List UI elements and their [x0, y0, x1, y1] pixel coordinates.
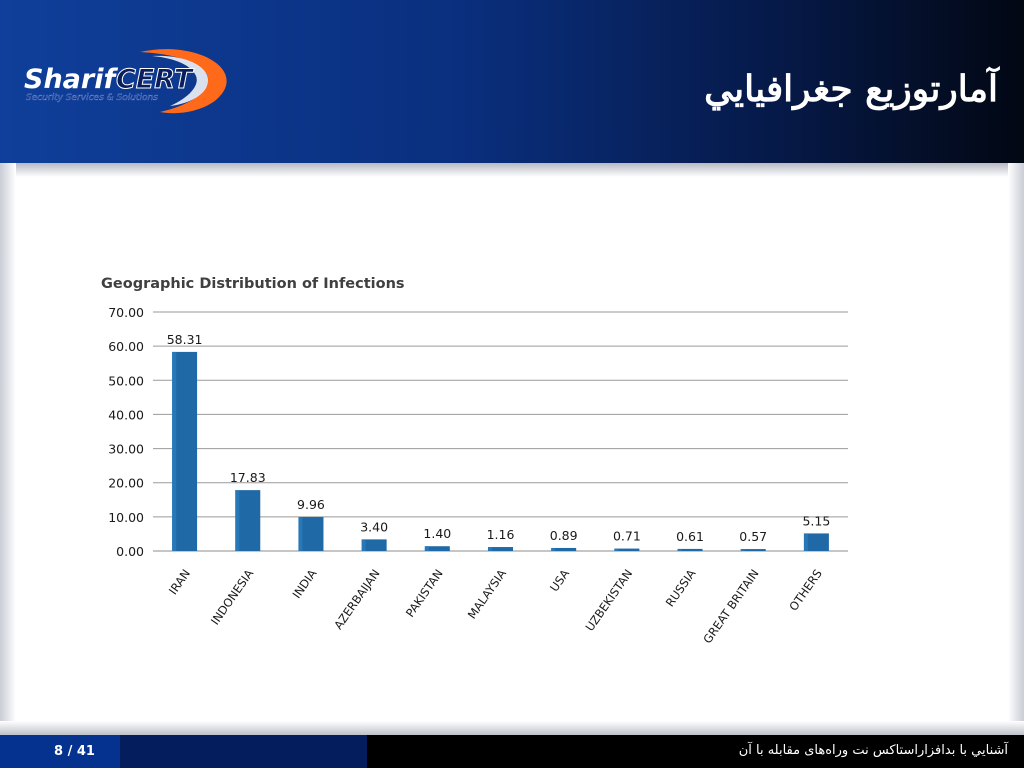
data-label: 58.31	[167, 332, 203, 347]
x-tick-label: RUSSIA	[663, 567, 699, 610]
sharifcert-logo: Sharif CERT Security Services & Solution…	[24, 49, 227, 114]
bar	[740, 549, 766, 551]
y-tick-label: 70.00	[108, 305, 144, 320]
bar-highlight	[235, 490, 240, 551]
chart-container: Geographic Distribution of Infections 0.…	[98, 270, 864, 654]
y-tick-label: 50.00	[108, 373, 144, 388]
y-tick-label: 30.00	[108, 442, 144, 457]
chart-title: Geographic Distribution of Infections	[101, 276, 405, 292]
content-shadow-top	[0, 163, 1024, 177]
bar	[424, 546, 450, 551]
y-tick-label: 10.00	[108, 510, 144, 525]
bar-chart: Geographic Distribution of Infections 0.…	[101, 276, 848, 646]
data-label: 0.57	[739, 529, 767, 544]
x-tick-label: PAKISTAN	[403, 567, 446, 620]
y-tick-label: 20.00	[108, 476, 144, 491]
bar	[803, 533, 829, 551]
footer-divider-panel	[120, 735, 367, 768]
y-tick-label: 60.00	[108, 339, 144, 354]
data-label: 0.61	[676, 529, 704, 544]
content-shadow-bottom	[0, 721, 1024, 735]
page-number: 8 / 41	[54, 744, 95, 759]
bar-highlight	[424, 546, 429, 551]
bar	[614, 548, 640, 551]
bar	[235, 490, 261, 551]
bar-highlight	[677, 548, 682, 551]
logo-tagline: Security Services & Solutions	[26, 93, 158, 103]
bar	[488, 547, 513, 551]
slide-footer: 8 / 41 آشنايي با بدافزاراستاكس نت وراه‌ه…	[0, 735, 1024, 768]
x-tick-label: UZBEKISTAN	[583, 567, 636, 634]
bar-highlight	[614, 548, 619, 551]
bar	[172, 351, 198, 551]
data-label: 0.89	[550, 528, 578, 543]
bar-highlight	[488, 547, 492, 551]
x-tick-label: GREAT BRITAIN	[700, 567, 761, 646]
x-tick-label: INDIA	[290, 567, 320, 601]
bar-highlight	[551, 547, 556, 551]
x-tick-label: OTHERS	[786, 567, 825, 614]
x-tick-label: USA	[547, 567, 572, 595]
logo-word-sharif: Sharif	[24, 64, 118, 95]
data-label: 0.71	[613, 529, 641, 544]
bar	[551, 547, 577, 551]
bar	[298, 516, 324, 551]
bar-highlight	[172, 351, 177, 551]
logo-word-cert: CERT	[116, 64, 195, 95]
content-shadow-right	[1008, 163, 1024, 735]
slide-header: Sharif CERT Security Services & Solution…	[0, 0, 1024, 163]
bar-highlight	[740, 549, 745, 551]
data-label: 3.40	[360, 519, 388, 534]
page-number-panel: 8 / 41	[0, 735, 120, 768]
x-tick-label: MALAYSIA	[465, 567, 509, 622]
data-label: 1.40	[423, 526, 451, 541]
y-tick-label: 0.00	[116, 544, 144, 559]
bar	[361, 539, 387, 551]
content-shadow-left	[0, 163, 16, 735]
slide-title: آمارتوزيع جغرافيايي	[704, 68, 998, 110]
y-tick-label: 40.00	[108, 407, 144, 422]
bar-highlight	[803, 533, 808, 551]
data-label: 17.83	[230, 470, 266, 485]
bar-highlight	[298, 516, 303, 551]
x-tick-label: AZERBAIJAN	[331, 567, 383, 632]
data-label: 1.16	[487, 527, 515, 542]
data-label: 5.15	[802, 513, 830, 528]
x-tick-label: IRAN	[166, 567, 193, 597]
bar-highlight	[361, 539, 366, 551]
x-tick-label: INDONESIA	[208, 567, 256, 628]
bar	[677, 548, 703, 551]
data-label: 9.96	[297, 497, 325, 512]
footer-caption: آشنايي با بدافزاراستاكس نت وراه‌های مقاب…	[738, 743, 1008, 758]
